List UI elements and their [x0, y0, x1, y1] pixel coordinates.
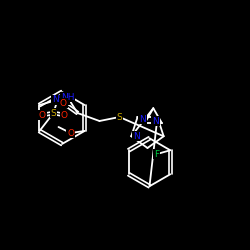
Text: F: F — [154, 150, 159, 159]
Text: NH: NH — [61, 92, 74, 102]
Text: O: O — [60, 98, 67, 108]
Text: NH₂: NH₂ — [52, 96, 69, 104]
Text: S: S — [116, 112, 122, 122]
Text: N: N — [133, 132, 140, 141]
Text: N: N — [152, 117, 159, 126]
Text: N: N — [139, 115, 146, 124]
Text: S: S — [50, 108, 56, 118]
Text: O: O — [67, 128, 74, 138]
Text: O: O — [61, 110, 68, 120]
Text: O: O — [39, 110, 46, 120]
